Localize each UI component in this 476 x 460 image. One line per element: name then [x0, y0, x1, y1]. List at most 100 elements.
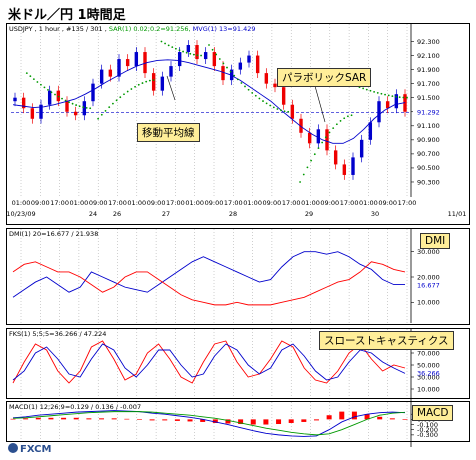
sar-dot: [119, 96, 122, 99]
macd-panel: MACD(1) 12;26;9=0.129 / 0.136 / -0.007 0…: [6, 401, 470, 447]
x-time-label: 17:00: [340, 199, 359, 207]
price-tick-label: 91.500: [417, 94, 440, 102]
mvg-label: MVG(1) 13=91.429: [192, 25, 256, 33]
sar-dot: [78, 105, 81, 108]
sar-dot: [148, 79, 151, 82]
stoch-k-line: [12, 340, 406, 384]
price-tick-label: 92.300: [417, 38, 440, 46]
candle-body: [151, 73, 156, 91]
stoch-current-label: 36.266: [417, 370, 440, 378]
x-time-label: 17:00: [50, 199, 69, 207]
candle-body: [385, 101, 390, 109]
sar-dot: [406, 96, 408, 99]
sar-dot: [200, 54, 202, 57]
macd-histogram-bar: [10, 418, 16, 420]
stoch-panel: FKS(1) 5;5;5=36.266 / 47.224 90.00070.00…: [6, 328, 470, 403]
sar-dot: [47, 88, 49, 91]
sar-dot: [328, 131, 331, 134]
stoch-tick-label: 50.000: [417, 361, 440, 369]
sar-dot: [64, 99, 67, 102]
macd-histogram-bar: [200, 419, 206, 422]
x-date-label: 11/01: [448, 210, 467, 218]
price-panel: USDJPY , 1 hour , #135 / 301 , SAR(1) 0.…: [6, 23, 470, 225]
sar-dot: [178, 49, 181, 52]
price-tick-label: 90.300: [417, 178, 440, 186]
sar-dot: [343, 117, 346, 120]
sar-dot: [43, 86, 46, 89]
macd-chart[interactable]: 0.1000.000-0.100-0.200-0.3000.129: [7, 402, 469, 447]
x-time-label: 01:00: [301, 199, 320, 207]
sar-dot: [395, 95, 397, 98]
candle-body: [134, 52, 139, 67]
macd-histogram-bar: [99, 418, 105, 420]
sar-dot: [258, 97, 261, 100]
macd-histogram-bar: [23, 418, 29, 420]
candle-body: [117, 59, 121, 77]
macd-tick-label: -0.300: [417, 431, 438, 439]
sar-dot: [85, 106, 88, 109]
sar-dot: [391, 95, 394, 97]
sar-dot: [265, 102, 268, 105]
candle-body: [21, 97, 26, 109]
sar-dot: [283, 110, 286, 113]
dmi-callout: DMI: [420, 233, 451, 249]
ma-callout: 移動平均線: [137, 123, 200, 142]
x-date-label: 10/23/09: [6, 210, 35, 218]
price-tick-label: 91.900: [417, 66, 440, 74]
x-time-label: 17:00: [282, 199, 301, 207]
price-tick-label: 92.100: [417, 52, 440, 60]
sar-dot: [384, 93, 386, 96]
macd-signal-line: [12, 411, 406, 436]
stoch-tick-label: 70.000: [417, 349, 440, 357]
x-time-label: 09:00: [205, 199, 224, 207]
sar-dot: [215, 53, 218, 56]
sar-dot: [226, 66, 228, 69]
x-time-label: 09:00: [378, 199, 397, 207]
sar-dot: [196, 54, 199, 57]
sar-dot: [350, 114, 353, 117]
sar-dot: [269, 104, 272, 107]
candle-body: [212, 52, 217, 67]
candle-body: [238, 62, 243, 70]
macd-histogram-bar: [301, 419, 307, 422]
macd-histogram-bar: [61, 417, 67, 420]
price-chart[interactable]: 92.30092.10091.90091.70091.50091.30091.1…: [6, 24, 469, 224]
sar-dot: [134, 85, 136, 88]
sar-label: SAR(1) 0.02;0.2=91.256,: [108, 25, 191, 33]
sar-dot: [50, 91, 53, 94]
sar-dot: [222, 62, 225, 65]
macd-histogram-bar: [73, 417, 79, 420]
sar-dot: [310, 159, 313, 162]
x-time-label: 09:00: [263, 199, 282, 207]
sar-dot: [280, 109, 282, 112]
x-time-label: 17:00: [166, 199, 185, 207]
dmi-minus-line: [12, 261, 406, 306]
x-time-label: 01:00: [243, 199, 262, 207]
sar-dot: [402, 96, 405, 99]
x-time-label: 09:00: [89, 199, 108, 207]
candle-body: [307, 132, 312, 144]
macd-histogram-bar: [174, 419, 180, 421]
sar-dot: [185, 51, 188, 54]
price-current-label: 91.292: [417, 109, 440, 117]
price-panel-label: USDJPY , 1 hour , #135 / 301 , SAR(1) 0.…: [9, 25, 256, 33]
dmi-chart[interactable]: 30.000 20.000 10.000 16.677: [7, 229, 469, 324]
stoch-tick-label: 10.000: [417, 385, 440, 393]
sar-dot: [115, 99, 118, 102]
sar-dot: [229, 70, 232, 73]
candle-body: [325, 129, 329, 151]
sar-dot: [145, 80, 148, 83]
candle-body: [30, 108, 35, 119]
macd-histogram-bar: [326, 415, 332, 420]
fxcm-logo-icon: [8, 443, 18, 453]
candle-body: [47, 90, 52, 105]
candle-body: [108, 69, 113, 77]
macd-histogram-bar: [364, 414, 370, 420]
macd-histogram-bar: [35, 417, 41, 420]
dmi-current-label: 16.677: [417, 282, 440, 290]
macd-histogram-bar: [351, 411, 357, 420]
sar-dot: [236, 78, 239, 81]
macd-histogram-bar: [124, 418, 130, 420]
candle-body: [281, 87, 286, 105]
